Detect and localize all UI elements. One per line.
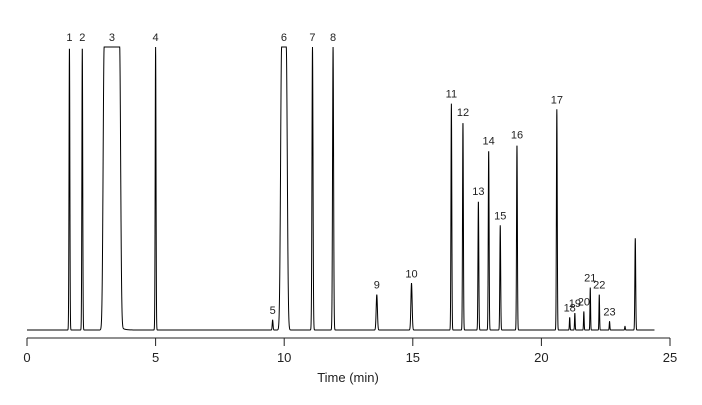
x-tick-label: 10 [277,350,291,365]
peak-label: 10 [405,268,417,280]
x-tick-label: 20 [534,350,548,365]
peak-label: 18 [564,302,576,314]
x-axis-title: Time (min) [317,370,379,385]
peak-label: 16 [511,130,523,142]
peak-label: 3 [109,32,115,44]
peak-label: 23 [603,307,615,319]
chromatogram-trace [27,46,655,331]
peak-label: 13 [472,186,484,198]
x-tick-label: 0 [23,350,30,365]
peak-label: 22 [593,280,605,292]
peak-label: 19 [569,298,581,310]
peak-label: 5 [270,305,276,317]
peak-label: 2 [79,32,85,44]
peak-label: 11 [446,89,457,101]
peak-label: 20 [578,297,590,309]
x-tick-label: 5 [152,350,159,365]
x-axis: 0 5 10 15 20 25 [23,337,677,365]
peak-label: 8 [330,32,336,44]
x-tick-label: 15 [406,350,420,365]
x-axis-ticks: 0 5 10 15 20 25 [23,338,677,365]
peak-label: 1 [66,32,72,44]
peak-label: 15 [494,210,506,222]
peak-label: 4 [153,32,159,44]
peak-label: 17 [551,94,563,106]
peak-label: 21 [584,273,596,285]
peak-label: 12 [457,107,469,119]
peak-label: 9 [374,280,380,292]
peak-label: 14 [483,135,495,147]
peak-label: 7 [309,32,315,44]
x-tick-label: 25 [663,350,677,365]
peak-label: 6 [281,32,287,44]
